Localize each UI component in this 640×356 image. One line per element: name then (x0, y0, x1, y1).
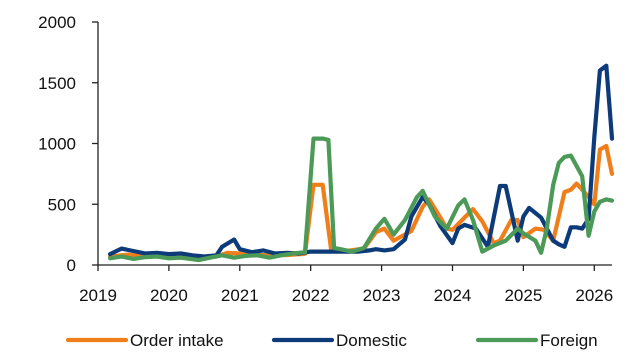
legend-label-foreign: Foreign (540, 331, 598, 350)
x-tick-label: 2024 (434, 286, 472, 305)
legend: Order intake Domestic Foreign (65, 331, 598, 350)
x-tick-label: 2026 (575, 286, 613, 305)
x-tick-label: 2025 (504, 286, 542, 305)
series-line-foreign (107, 136, 615, 263)
y-axis-ticks: 0 500 1000 1500 2000 (38, 13, 98, 275)
y-tick-label: 0 (67, 256, 76, 275)
series-layer (107, 63, 615, 263)
y-tick-label: 500 (48, 195, 76, 214)
x-axis-ticks: 2019 2020 2021 2022 2023 2024 2025 2026 (79, 265, 613, 305)
y-tick-label: 1000 (38, 135, 76, 154)
x-tick-label: 2021 (221, 286, 259, 305)
x-tick-label: 2022 (292, 286, 330, 305)
y-tick-label: 2000 (38, 13, 76, 32)
y-tick-label: 1500 (38, 74, 76, 93)
x-tick-label: 2023 (363, 286, 401, 305)
legend-label-order-intake: Order intake (130, 331, 224, 350)
series-line-order-intake (107, 143, 615, 260)
x-tick-label: 2019 (79, 286, 117, 305)
legend-label-domestic: Domestic (336, 331, 407, 350)
x-tick-label: 2020 (150, 286, 188, 305)
